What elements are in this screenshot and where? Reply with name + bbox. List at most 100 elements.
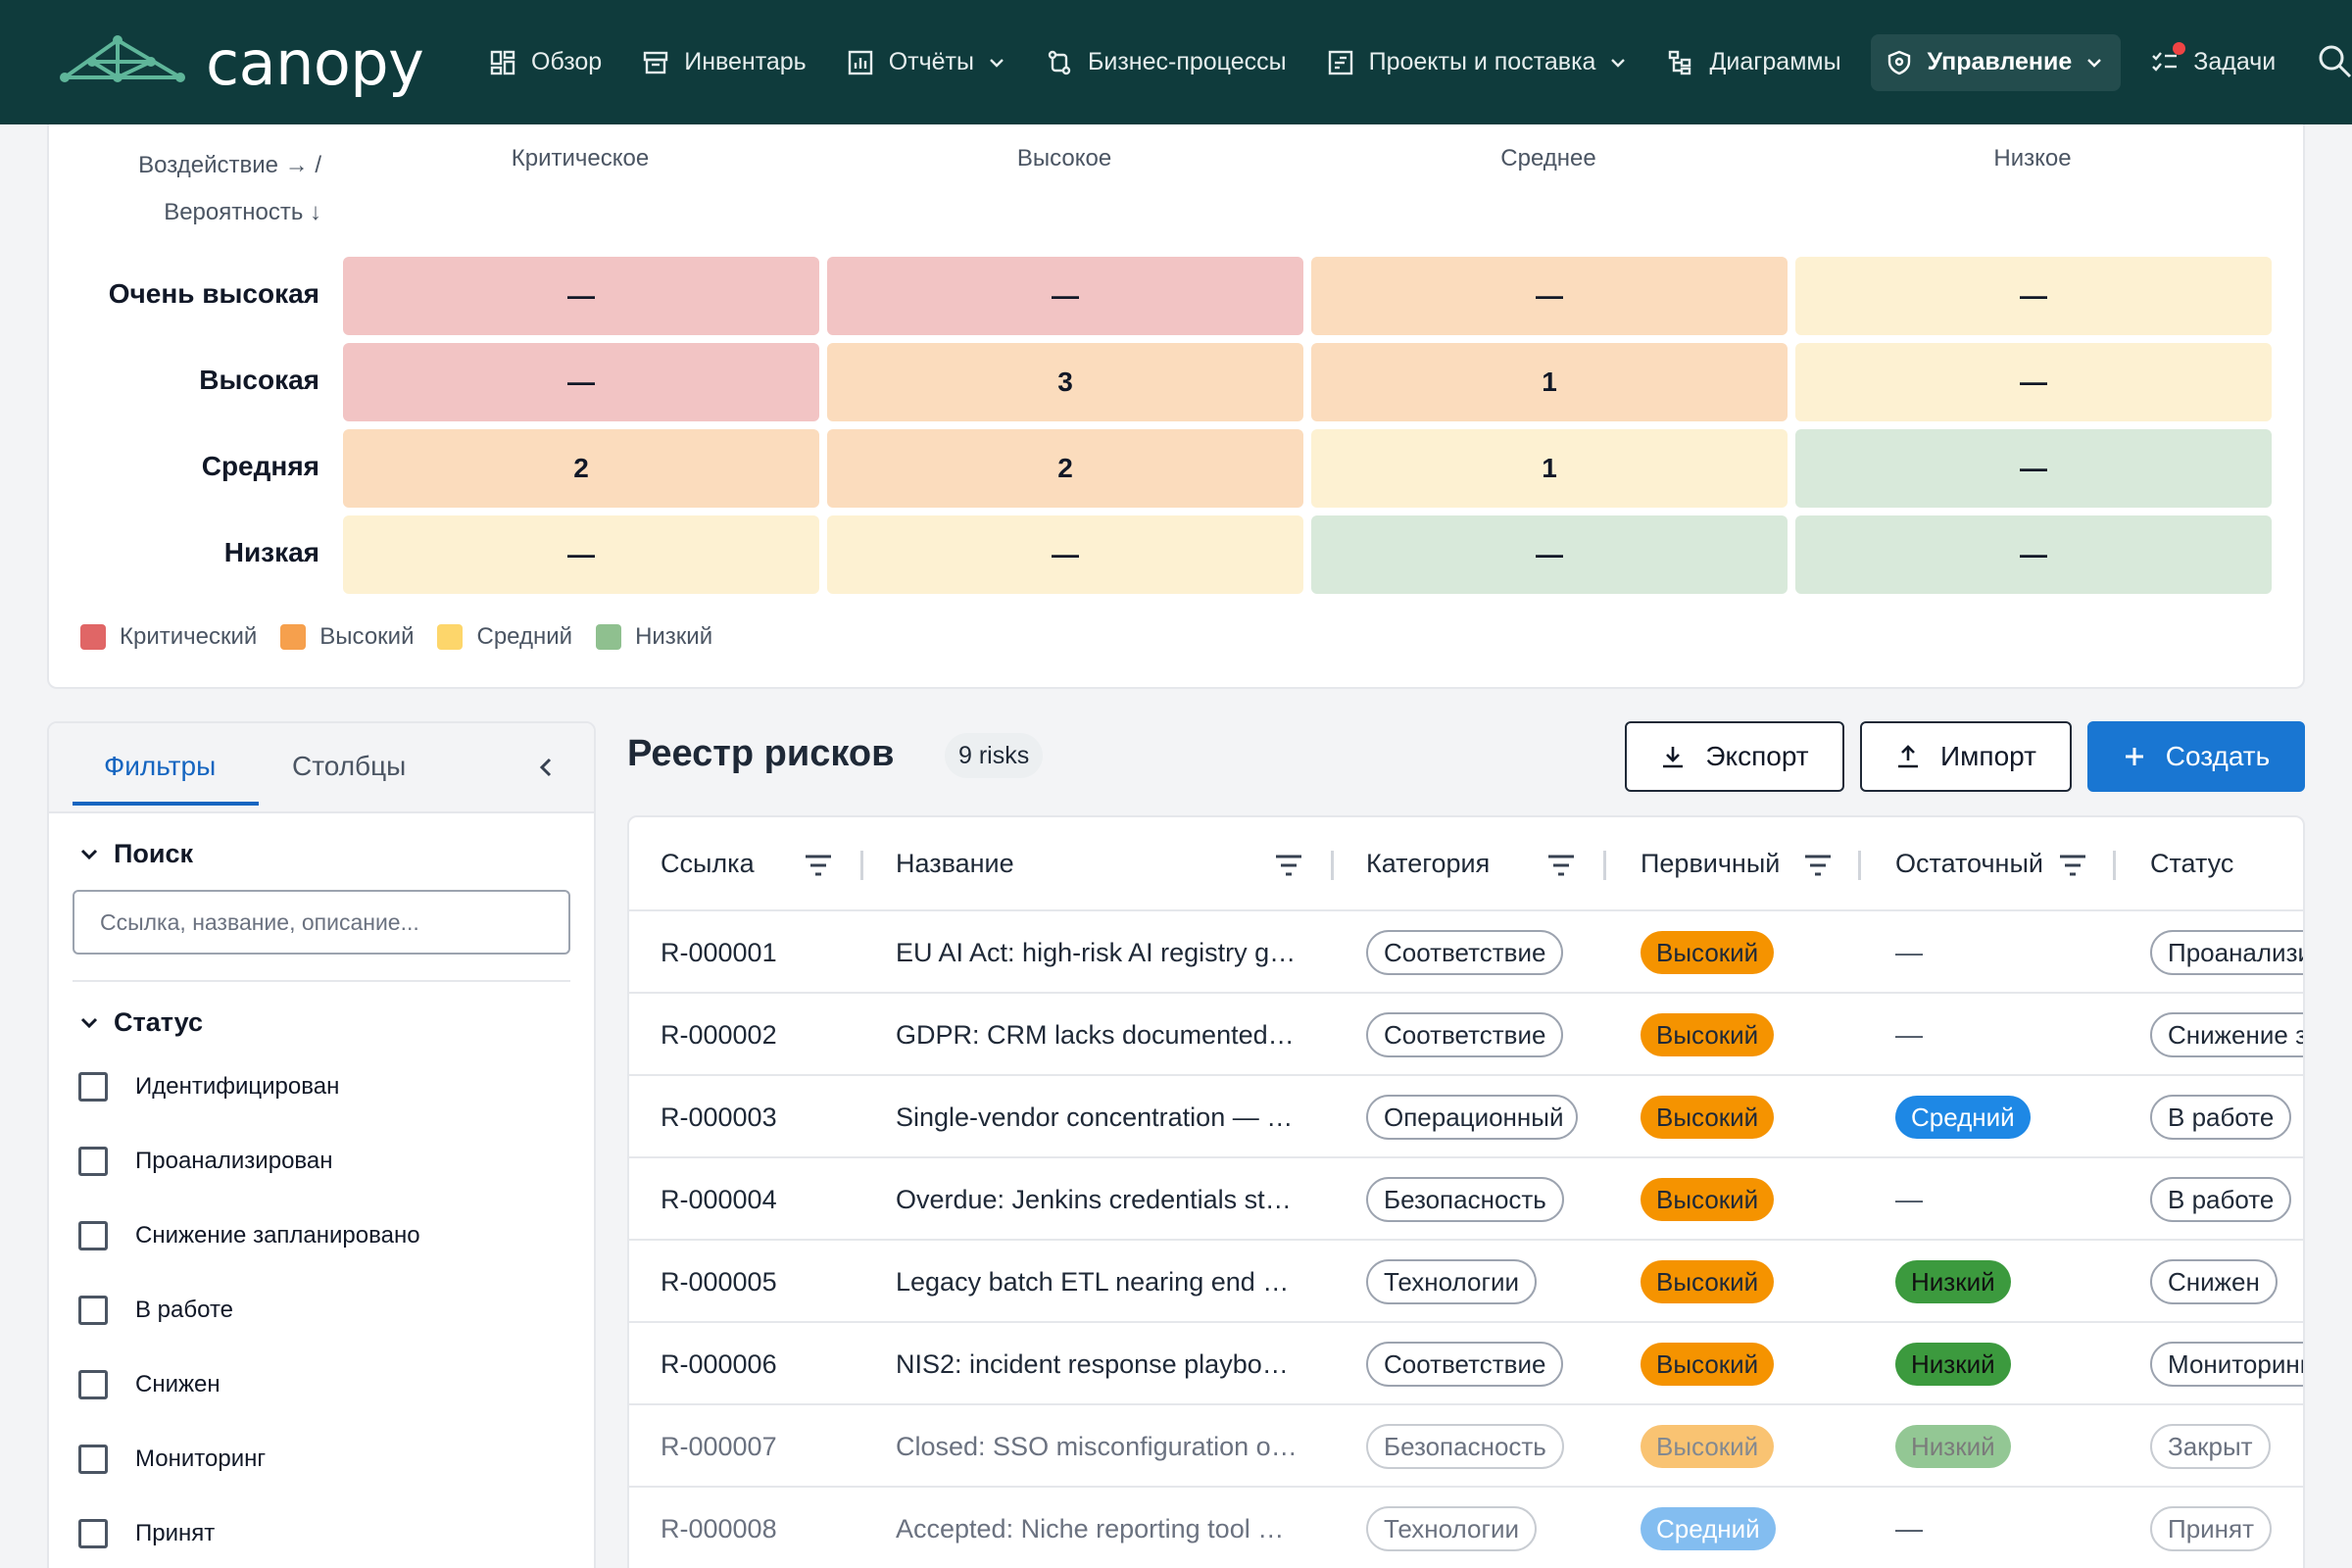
heatmap-cell[interactable]: —	[827, 515, 1303, 594]
column-header-ref[interactable]: Ссылка	[661, 849, 755, 878]
risk-ref[interactable]: R-000005	[661, 1266, 777, 1297]
heatmap-cell[interactable]: —	[343, 343, 819, 421]
category-chip: Технологии	[1366, 1506, 1538, 1551]
heatmap-cell[interactable]: —	[1311, 257, 1788, 335]
residual-cell: —	[1895, 1158, 1923, 1241]
table-row[interactable]: R-000001 EU AI Act: high-risk AI registry…	[629, 911, 2303, 994]
table-row[interactable]: R-000005 Legacy batch ETL nearing end of …	[629, 1241, 2303, 1323]
residual-cell: Низкий	[1895, 1405, 2011, 1488]
checkbox[interactable]	[78, 1370, 108, 1399]
column-resize-handle[interactable]	[860, 851, 863, 880]
nav-item-business-processes[interactable]: Бизнес-процессы	[1035, 34, 1297, 91]
risk-ref[interactable]: R-000008	[661, 1513, 777, 1544]
column-resize-handle[interactable]	[1603, 851, 1606, 880]
column-header-category[interactable]: Категория	[1366, 849, 1491, 878]
filter-icon[interactable]	[804, 853, 833, 878]
tab-columns[interactable]: Столбцы	[292, 751, 407, 781]
nav-item-governance[interactable]: Управление	[1870, 33, 2122, 91]
heatmap-cell[interactable]: 1	[1311, 429, 1788, 508]
filter-icon[interactable]	[1803, 853, 1833, 878]
table-row[interactable]: R-000002 GDPR: CRM lacks documented reten…	[629, 994, 2303, 1076]
tab-filters[interactable]: Фильтры	[104, 751, 217, 781]
risk-name[interactable]: Legacy batch ETL nearing end of life	[896, 1267, 1298, 1297]
legend-item-medium: Средний	[437, 623, 572, 651]
checkbox[interactable]	[78, 1072, 108, 1102]
heatmap-cell[interactable]: 3	[827, 343, 1303, 421]
heatmap-cell[interactable]: —	[1795, 343, 2272, 421]
nav-item-diagrams[interactable]: Диаграммы	[1656, 34, 1850, 91]
export-button[interactable]: Экспорт	[1625, 721, 1844, 792]
risk-name[interactable]: Closed: SSO misconfiguration on staging	[896, 1432, 1298, 1461]
search-icon[interactable]	[2317, 43, 2352, 78]
table-row[interactable]: R-000007 Closed: SSO misconfiguration on …	[629, 1405, 2303, 1488]
column-header-inherent[interactable]: Первичный	[1641, 849, 1781, 878]
heatmap-cell[interactable]: —	[1311, 515, 1788, 594]
column-resize-handle[interactable]	[1858, 851, 1861, 880]
table-row[interactable]: R-000006 NIS2: incident response playbook…	[629, 1323, 2303, 1405]
column-header-name[interactable]: Название	[896, 849, 1014, 878]
chevron-left-icon[interactable]	[531, 753, 561, 782]
table-row[interactable]: R-000004 Overdue: Jenkins credentials sto…	[629, 1158, 2303, 1241]
nav-item-tasks[interactable]: Задачи	[2140, 34, 2285, 91]
filter-icon[interactable]	[2058, 853, 2087, 878]
import-button[interactable]: Импорт	[1860, 721, 2072, 792]
status-section-header[interactable]: Статус	[78, 1007, 203, 1038]
table-row[interactable]: R-000003 Single-vendor concentration — cl…	[629, 1076, 2303, 1158]
checkbox[interactable]	[78, 1147, 108, 1176]
table-row[interactable]: R-000008 Accepted: Niche reporting tool u…	[629, 1488, 2303, 1568]
heatmap-cell[interactable]: —	[1795, 515, 2272, 594]
search-section-header[interactable]: Поиск	[78, 839, 193, 869]
inherent-cell: Высокий	[1641, 1405, 1775, 1488]
risk-ref[interactable]: R-000006	[661, 1348, 777, 1379]
heatmap-cell[interactable]: —	[343, 257, 819, 335]
status-filter-monitoring[interactable]: Мониторинг	[78, 1445, 266, 1474]
nav-item-reports[interactable]: Отчёты	[836, 34, 1015, 91]
create-button[interactable]: Создать	[2087, 721, 2305, 792]
risk-ref[interactable]: R-000001	[661, 937, 777, 967]
risk-ref[interactable]: R-000004	[661, 1184, 777, 1214]
canopy-logo[interactable]: canopy	[57, 27, 424, 99]
risk-name[interactable]: Overdue: Jenkins credentials stored in p…	[896, 1185, 1298, 1214]
checkbox[interactable]	[78, 1519, 108, 1548]
status-filter-accepted[interactable]: Принят	[78, 1519, 215, 1548]
nav-item-inventory[interactable]: Инвентарь	[631, 34, 816, 91]
column-header-residual[interactable]: Остаточный	[1895, 849, 2043, 878]
nav-item-projects[interactable]: Проекты и поставка	[1316, 34, 1638, 91]
filter-icon[interactable]	[1274, 853, 1303, 878]
risk-name[interactable]: GDPR: CRM lacks documented retention	[896, 1020, 1298, 1050]
status-filter-analyzed[interactable]: Проанализирован	[78, 1147, 333, 1176]
status-chip: Закрыт	[2150, 1424, 2271, 1469]
column-resize-handle[interactable]	[1331, 851, 1334, 880]
checkbox[interactable]	[78, 1221, 108, 1250]
heatmap-cell[interactable]: —	[827, 257, 1303, 335]
nav-item-overview[interactable]: Обзор	[478, 34, 612, 91]
category-chip: Безопасность	[1366, 1424, 1564, 1469]
risk-ref[interactable]: R-000003	[661, 1102, 777, 1132]
risk-name[interactable]: Accepted: Niche reporting tool unsupport…	[896, 1514, 1298, 1544]
status-filter-in-progress[interactable]: В работе	[78, 1296, 233, 1325]
status-filter-mitigated[interactable]: Снижен	[78, 1370, 220, 1399]
risk-count-badge: 9 risks	[945, 733, 1044, 778]
risk-ref[interactable]: R-000007	[661, 1431, 777, 1461]
risk-name[interactable]: EU AI Act: high-risk AI registry gap	[896, 938, 1298, 967]
filter-search-input[interactable]	[73, 890, 570, 955]
checkbox[interactable]	[78, 1445, 108, 1474]
risk-ref[interactable]: R-000002	[661, 1019, 777, 1050]
brand-name: canopy	[206, 27, 424, 99]
heatmap-cell[interactable]: 1	[1311, 343, 1788, 421]
status-chip: Мониторинг	[2150, 1342, 2303, 1387]
column-resize-handle[interactable]	[2113, 851, 2116, 880]
heatmap-cell[interactable]: —	[343, 515, 819, 594]
filter-icon[interactable]	[1546, 853, 1576, 878]
status-filter-identified[interactable]: Идентифицирован	[78, 1072, 339, 1102]
chevron-down-icon	[990, 58, 1004, 68]
heatmap-cell[interactable]: 2	[343, 429, 819, 508]
status-filter-mitigation-planned[interactable]: Снижение запланировано	[78, 1221, 420, 1250]
heatmap-cell[interactable]: —	[1795, 257, 2272, 335]
risk-name[interactable]: Single-vendor concentration — cloud	[896, 1102, 1298, 1132]
column-header-status[interactable]: Статус	[2150, 849, 2234, 878]
risk-name[interactable]: NIS2: incident response playbook outdate…	[896, 1349, 1298, 1379]
heatmap-cell[interactable]: 2	[827, 429, 1303, 508]
heatmap-cell[interactable]: —	[1795, 429, 2272, 508]
checkbox[interactable]	[78, 1296, 108, 1325]
